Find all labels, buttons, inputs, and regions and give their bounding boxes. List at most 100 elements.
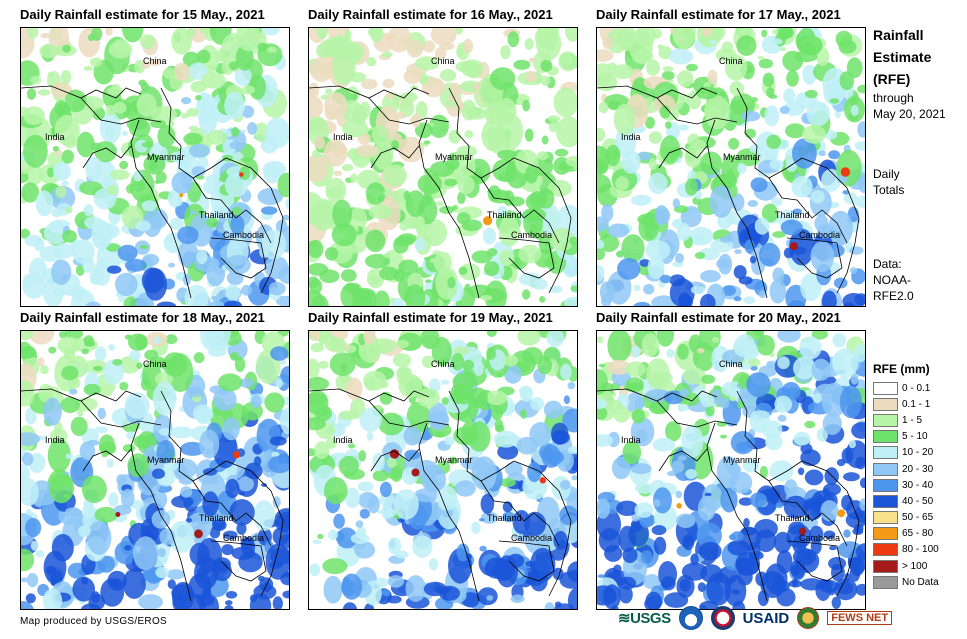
rain-cell: [676, 513, 696, 528]
rain-cell: [323, 575, 343, 604]
rain-cell: [848, 439, 856, 449]
rain-cell: [64, 89, 87, 113]
rain-cell: [733, 296, 742, 302]
rain-cell: [806, 101, 830, 127]
rainfall-panel-3: Daily Rainfall estimate for 17 May., 202…: [596, 7, 866, 307]
rain-cell: [783, 247, 794, 259]
map-label-myanmar: Myanmar: [147, 455, 185, 465]
map-label-india: India: [45, 435, 65, 445]
rain-cell: [687, 133, 700, 148]
rain-cell: [48, 472, 75, 504]
rain-cell: [503, 354, 518, 367]
rain-cell: [622, 440, 642, 465]
rain-cell: [231, 206, 243, 217]
rain-cell: [30, 75, 42, 85]
rain-cell: [51, 259, 72, 285]
rain-cell: [27, 28, 39, 39]
rain-cell: [183, 132, 203, 146]
rain-cell: [421, 77, 445, 98]
rain-cell: [212, 519, 227, 531]
rain-cell: [849, 246, 864, 255]
rain-cell: [40, 32, 50, 39]
legend-swatch: [873, 381, 898, 395]
rain-cell: [122, 568, 146, 599]
border-cambodia: [786, 540, 843, 582]
rain-cell: [504, 365, 522, 384]
rain-cell: [713, 576, 723, 584]
rain-cell: [854, 344, 865, 363]
rain-cell: [171, 28, 192, 55]
rain-cell: [668, 48, 694, 65]
rain-cell: [399, 222, 409, 231]
rain-cell: [792, 578, 799, 587]
rain-cell: [141, 61, 151, 69]
rain-cell: [441, 379, 450, 385]
rain-cell: [202, 491, 219, 517]
rain-cell: [225, 600, 233, 606]
rain-cell: [316, 42, 333, 59]
rain-cell: [719, 397, 730, 409]
rain-cell: [804, 420, 816, 429]
rain-cell: [837, 174, 848, 184]
rain-cell: [25, 593, 36, 604]
rain-cell: [492, 159, 517, 182]
rain-cell: [239, 378, 254, 388]
rain-cell: [150, 356, 165, 364]
map-label-thailand: Thailand: [487, 513, 522, 523]
rainfall-field: [597, 28, 865, 306]
rain-cell: [61, 365, 79, 381]
rain-cell: [648, 371, 673, 385]
rain-cell: [337, 244, 353, 254]
rain-cell: [800, 578, 824, 591]
rain-cell: [598, 101, 609, 114]
rain-hotspot: [115, 512, 121, 517]
rain-cell: [65, 453, 74, 460]
rain-cell: [240, 129, 247, 133]
rain-cell: [563, 296, 577, 306]
rain-cell: [314, 135, 326, 150]
rain-cell: [733, 340, 758, 358]
rain-cell: [640, 550, 653, 564]
rain-cell: [857, 84, 865, 94]
legend-label: 0.1 - 1: [902, 398, 931, 410]
rain-cell: [381, 589, 390, 596]
rain-cell: [247, 122, 258, 135]
rain-cell: [525, 70, 538, 83]
rain-cell: [524, 128, 534, 142]
rain-cell: [135, 334, 148, 350]
rain-cell: [571, 475, 577, 481]
rain-cell: [323, 139, 348, 167]
rainfall-panel-6: Daily Rainfall estimate for 20 May., 202…: [596, 310, 866, 610]
rain-cell: [766, 87, 775, 98]
rain-cell: [497, 149, 517, 160]
rain-cell: [679, 579, 691, 592]
rain-cell: [52, 162, 71, 181]
rain-cell: [97, 407, 107, 420]
rainfall-field: [21, 331, 289, 609]
rain-cell: [324, 477, 348, 505]
rain-cell: [597, 127, 606, 142]
rain-cell: [21, 380, 35, 407]
rain-cell: [695, 189, 702, 200]
rain-cell: [166, 569, 185, 580]
rain-cell: [653, 487, 672, 514]
rain-cell: [531, 278, 548, 290]
rain-cell: [642, 574, 661, 590]
rain-cell: [177, 226, 199, 245]
legend-swatch: [873, 575, 898, 589]
rain-cell: [23, 134, 48, 168]
rain-cell: [721, 285, 736, 296]
rain-cell: [480, 511, 499, 524]
border-thailand-laos: [192, 480, 272, 547]
rain-cell: [150, 119, 167, 129]
rain-cell: [724, 54, 748, 81]
rain-cell: [162, 352, 188, 377]
rain-cell: [652, 499, 661, 507]
rain-cell: [631, 408, 646, 424]
rain-cell: [188, 125, 199, 131]
border-myanmar-china: [736, 87, 803, 179]
rain-cell: [72, 576, 95, 602]
rain-cell: [659, 105, 671, 119]
rain-cell: [776, 549, 793, 574]
rain-cell: [434, 586, 450, 594]
